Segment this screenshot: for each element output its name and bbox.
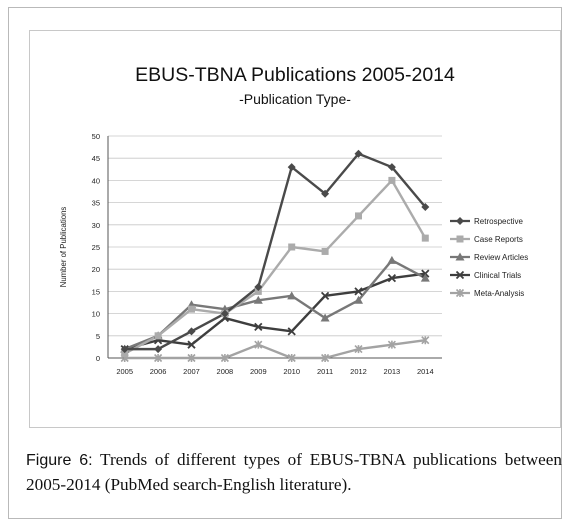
chart-title: EBUS-TBNA Publications 2005-2014 [135, 64, 455, 86]
data-point-case-reports [154, 332, 162, 340]
data-point-retrospective [154, 345, 163, 354]
chart-area: EBUS-TBNA Publications 2005-2014 -Public… [29, 30, 561, 428]
data-point-clinical-trials [320, 291, 330, 300]
data-point-case-reports [254, 287, 262, 295]
data-point-meta-analysis [254, 340, 263, 349]
y-tick-label: 30 [92, 221, 100, 230]
data-point-case-reports [421, 234, 429, 242]
chart-subtitle: -Publication Type- [239, 91, 351, 107]
x-tick-label: 2010 [283, 367, 300, 376]
x-tick-label: 2006 [150, 367, 167, 376]
y-tick-label: 50 [92, 132, 100, 141]
data-point-meta-analysis [187, 353, 196, 363]
y-tick-label: 5 [96, 332, 100, 341]
series-line-case-reports [124, 179, 427, 355]
data-point-meta-analysis [287, 353, 296, 363]
legend-marker-case-reports [456, 235, 464, 243]
data-point-meta-analysis [321, 353, 330, 363]
data-point-meta-analysis [354, 345, 363, 354]
series-line-meta-analysis [124, 339, 426, 360]
figure-label: Figure 6: [26, 452, 93, 469]
x-tick-label: 2005 [116, 367, 133, 376]
y-tick-label: 25 [92, 243, 100, 252]
data-point-retrospective [287, 163, 296, 172]
x-tick-label: 2012 [350, 367, 367, 376]
y-axis-label: Number of Publications [59, 207, 68, 288]
data-point-case-reports [121, 350, 129, 358]
x-tick-label: 2014 [417, 367, 434, 376]
data-point-case-reports [288, 243, 296, 251]
data-point-meta-analysis [220, 353, 229, 363]
data-point-clinical-trials [187, 340, 196, 349]
legend-marker-clinical-trials [455, 270, 465, 280]
x-tick-label: 2011 [317, 367, 333, 376]
data-point-meta-analysis [387, 340, 396, 349]
data-point-retrospective [421, 203, 430, 212]
series-line-clinical-trials [124, 272, 426, 351]
data-point-review-articles [420, 273, 430, 282]
data-point-review-articles [253, 295, 263, 304]
data-point-review-articles [387, 255, 397, 264]
y-tick-label: 10 [92, 310, 100, 319]
y-tick-label: 20 [92, 265, 100, 274]
data-point-clinical-trials [354, 287, 363, 296]
data-point-clinical-trials [287, 327, 296, 336]
data-point-case-reports [388, 176, 396, 184]
figure-caption: Figure 6: Trends of different types of E… [26, 448, 562, 497]
legend-label-meta-analysis: Meta-Analysis [474, 289, 524, 298]
data-point-retrospective [387, 163, 396, 172]
series-line-review-articles [124, 259, 426, 351]
data-point-meta-analysis [154, 353, 163, 363]
series-line-retrospective [124, 152, 427, 351]
data-point-review-articles [320, 313, 330, 322]
x-tick-label: 2009 [250, 367, 267, 376]
legend-label-retrospective: Retrospective [474, 217, 523, 226]
data-point-case-reports [355, 212, 362, 220]
legend-marker-retrospective [456, 217, 464, 225]
y-tick-label: 35 [92, 199, 100, 208]
data-point-review-articles [354, 295, 363, 304]
data-point-review-articles [287, 291, 297, 300]
legend-label-clinical-trials: Clinical Trials [474, 271, 521, 280]
legend-marker-meta-analysis [455, 288, 465, 298]
data-point-retrospective [220, 309, 229, 318]
data-point-retrospective [120, 345, 129, 354]
data-point-retrospective [321, 189, 330, 198]
y-tick-label: 0 [96, 354, 100, 363]
y-tick-label: 45 [92, 154, 100, 163]
x-tick-label: 2013 [384, 367, 401, 376]
data-point-case-reports [321, 247, 329, 255]
figure-frame: EBUS-TBNA Publications 2005-2014 -Public… [8, 7, 562, 519]
data-point-clinical-trials [254, 322, 263, 332]
x-tick-label: 2008 [217, 367, 234, 376]
y-tick-label: 15 [92, 287, 100, 296]
y-tick-label: 40 [92, 176, 100, 185]
legend-marker-review-articles [455, 252, 465, 261]
x-tick-label: 2007 [183, 367, 200, 376]
caption-text: Trends of different types of EBUS-TBNA p… [26, 450, 563, 494]
legend-label-case-reports: Case Reports [474, 235, 523, 244]
line-chart: 0 5 10 15 20 25 30 35 40 45 50 2005 2006 2007 2008 2009… [59, 132, 528, 376]
data-point-retrospective [354, 149, 363, 158]
legend-label-review-articles: Review Articles [474, 253, 528, 262]
data-point-case-reports [188, 305, 195, 313]
data-point-clinical-trials [387, 273, 397, 283]
data-point-meta-analysis [421, 336, 430, 345]
data-point-retrospective [187, 327, 196, 336]
